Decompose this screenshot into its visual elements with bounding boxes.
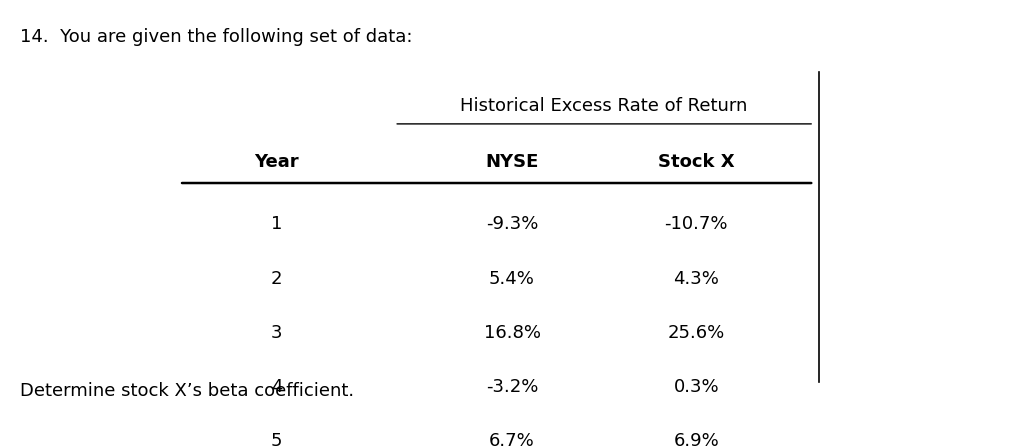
Text: 5.4%: 5.4% bbox=[489, 269, 535, 288]
Text: 2: 2 bbox=[270, 269, 283, 288]
Text: 25.6%: 25.6% bbox=[668, 324, 725, 342]
Text: -3.2%: -3.2% bbox=[485, 378, 539, 396]
Text: 1: 1 bbox=[270, 215, 283, 233]
Text: Stock X: Stock X bbox=[658, 153, 734, 171]
Text: 0.3%: 0.3% bbox=[674, 378, 719, 396]
Text: NYSE: NYSE bbox=[485, 153, 539, 171]
Text: 5: 5 bbox=[270, 433, 283, 446]
Text: 6.9%: 6.9% bbox=[674, 433, 719, 446]
Text: -9.3%: -9.3% bbox=[485, 215, 539, 233]
Text: 6.7%: 6.7% bbox=[489, 433, 535, 446]
Text: 3: 3 bbox=[270, 324, 283, 342]
Text: 4: 4 bbox=[270, 378, 283, 396]
Text: 16.8%: 16.8% bbox=[483, 324, 541, 342]
Text: -10.7%: -10.7% bbox=[665, 215, 728, 233]
Text: Year: Year bbox=[254, 153, 299, 171]
Text: Determine stock X’s beta coefficient.: Determine stock X’s beta coefficient. bbox=[20, 382, 354, 400]
Text: 14.  You are given the following set of data:: 14. You are given the following set of d… bbox=[20, 28, 413, 46]
Text: Historical Excess Rate of Return: Historical Excess Rate of Return bbox=[461, 96, 748, 115]
Text: 4.3%: 4.3% bbox=[674, 269, 719, 288]
